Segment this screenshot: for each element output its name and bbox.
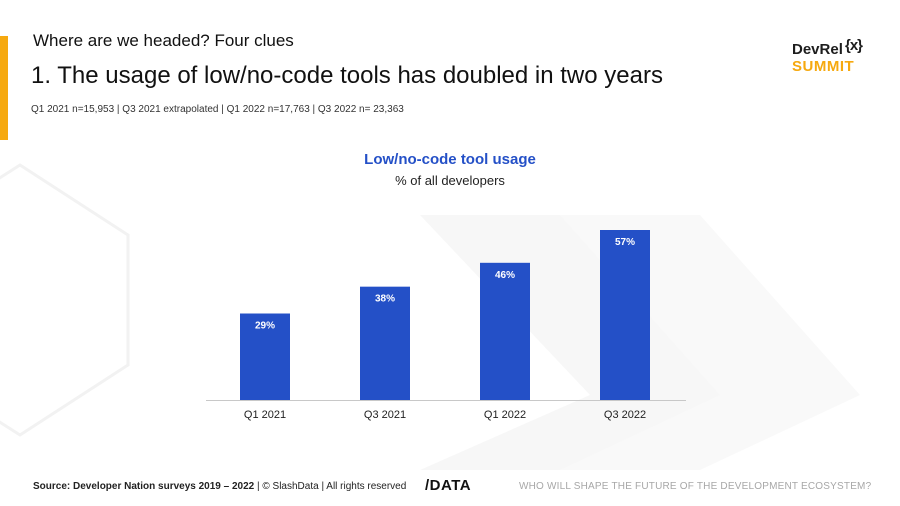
x-tick-label: Q1 2021: [244, 409, 286, 421]
slashdata-logo: /DATA: [425, 477, 472, 494]
footer-source-label: Source: Developer Nation surveys 2019 – …: [33, 481, 255, 492]
data-label: 57%: [615, 237, 635, 248]
devrel-summit-logo: DevRel {x} SUMMIT: [792, 37, 872, 81]
x-tick-label: Q3 2022: [604, 409, 646, 421]
slide-subtitle: Where are we headed? Four clues: [33, 31, 294, 50]
x-tick-label: Q3 2021: [364, 409, 406, 421]
accent-bar: [0, 36, 8, 140]
logo-x-mark: {x}: [845, 37, 863, 54]
data-label: 38%: [375, 294, 395, 305]
logo-devrel-text: DevRel: [792, 41, 843, 58]
chart-title: Low/no-code tool usage: [364, 151, 536, 168]
footer-source: Source: Developer Nation surveys 2019 – …: [33, 481, 406, 492]
bar-q3-2021: [360, 286, 410, 400]
bar-q1-2021: [240, 313, 290, 400]
data-label: 46%: [495, 270, 515, 281]
x-tick-label: Q1 2022: [484, 409, 526, 421]
bar-q1-2022: [480, 262, 530, 400]
slide-title: 1. The usage of low/no-code tools has do…: [31, 62, 663, 89]
logo-summit-text: SUMMIT: [792, 58, 855, 75]
chart-subtitle: % of all developers: [395, 173, 505, 188]
footer-tagline: WHO WILL SHAPE THE FUTURE OF THE DEVELOP…: [519, 481, 872, 492]
bar-q3-2022: [600, 230, 650, 400]
data-label: 29%: [255, 321, 275, 332]
footer-copyright: | © SlashData | All rights reserved: [254, 481, 407, 492]
sample-size-note: Q1 2021 n=15,953 | Q3 2021 extrapolated …: [31, 104, 404, 115]
